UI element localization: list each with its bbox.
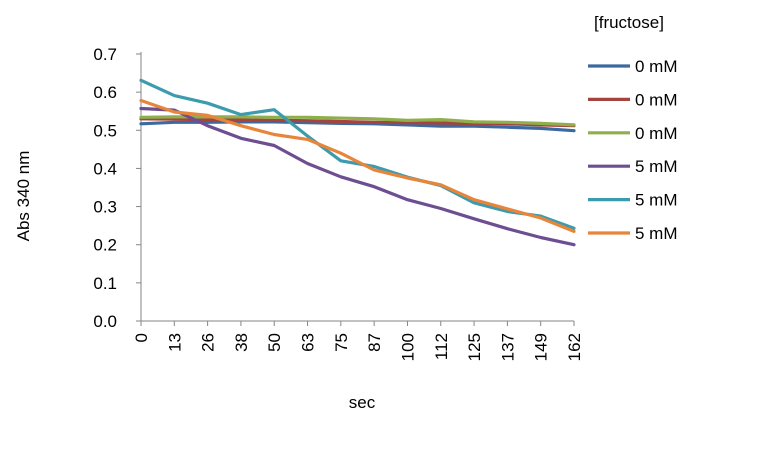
x-tick-label: 38 xyxy=(232,333,251,352)
legend-entry-label: 0 mM xyxy=(635,90,678,109)
x-tick-label: 63 xyxy=(299,333,318,352)
x-tick-label: 0 xyxy=(132,333,151,342)
y-tick-label: 0.0 xyxy=(93,312,117,331)
series-line-5 xyxy=(139,78,576,230)
x-tick-label: 50 xyxy=(265,333,284,352)
x-tick-label: 162 xyxy=(565,333,584,361)
x-tick-label: 137 xyxy=(498,333,517,361)
series-line-6 xyxy=(139,98,576,233)
y-tick-label: 0.3 xyxy=(93,198,117,217)
x-tick-label: 149 xyxy=(532,333,551,361)
x-tick-label: 26 xyxy=(199,333,218,352)
x-axis-title: sec xyxy=(349,393,376,412)
y-tick-label: 0.6 xyxy=(93,83,117,102)
x-tick-label: 87 xyxy=(365,333,384,352)
legend-title: [fructose] xyxy=(594,13,664,32)
legend: 0 mM 0 mM 0 mM 5 mM 5 mM 5 mM xyxy=(588,57,678,243)
series-line-1 xyxy=(139,120,576,133)
legend-entry-label: 5 mM xyxy=(635,224,678,243)
y-tick-label: 0.1 xyxy=(93,274,117,293)
y-tick-label: 0.7 xyxy=(93,45,117,64)
y-axis-ticks: 0.0 0.1 0.2 0.3 0.4 0.5 0.6 0.7 xyxy=(93,45,141,331)
x-axis-ticks: 0 13 26 38 50 63 75 87 100 112 125 137 149 162 xyxy=(132,321,584,361)
legend-entry-label: 0 mM xyxy=(635,57,678,76)
y-axis-title: Abs 340 nm xyxy=(14,151,33,242)
x-tick-label: 100 xyxy=(398,333,417,361)
series-lines xyxy=(139,78,576,247)
x-tick-label: 75 xyxy=(332,333,351,352)
legend-entry-label: 0 mM xyxy=(635,124,678,143)
x-tick-label: 13 xyxy=(165,333,184,352)
axes xyxy=(140,52,574,322)
y-tick-label: 0.4 xyxy=(93,159,117,178)
legend-entry-label: 5 mM xyxy=(635,191,678,210)
y-tick-label: 0.5 xyxy=(93,121,117,140)
x-tick-label: 125 xyxy=(465,333,484,361)
series-line-4 xyxy=(139,106,576,247)
legend-entry-label: 5 mM xyxy=(635,157,678,176)
x-tick-label: 112 xyxy=(432,333,451,360)
y-tick-label: 0.2 xyxy=(93,236,117,255)
